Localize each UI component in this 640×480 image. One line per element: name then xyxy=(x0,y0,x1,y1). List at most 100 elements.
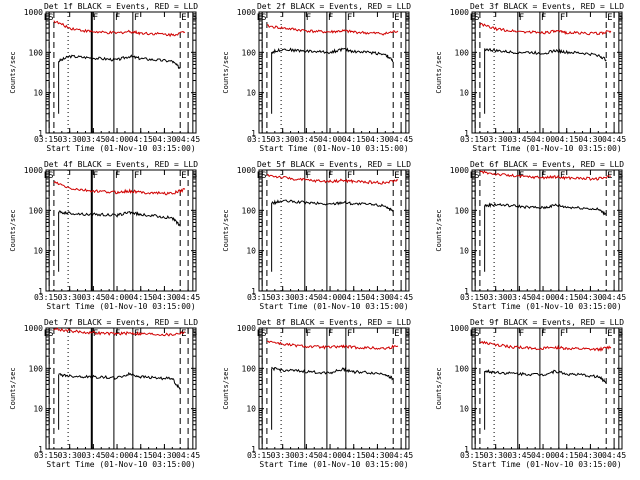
panel-title: Det 6f BLACK = Events, RED = LLD xyxy=(470,160,624,169)
x-tick-label: 04:30 xyxy=(152,293,176,302)
panel-title: Det 9f BLACK = Events, RED = LLD xyxy=(470,318,624,327)
x-tick-label: 03:15 xyxy=(460,135,484,144)
plot-frame xyxy=(471,327,623,450)
x-tick-label: 03:45 xyxy=(507,451,531,460)
plot-frame xyxy=(45,169,197,292)
saa-marker-label: S xyxy=(405,329,410,339)
x-axis-label: Start Time (01-Nov-10 03:15:00) xyxy=(472,302,621,311)
y-tick-label: 1000 xyxy=(450,324,469,333)
saa-marker-label: S xyxy=(48,13,53,23)
y-axis-label: Counts/sec xyxy=(9,209,17,251)
eclipse-marker-label: E xyxy=(607,329,612,339)
x-tick-label: 04:30 xyxy=(152,135,176,144)
flare-marker-label: F xyxy=(560,329,565,339)
flare-marker-label: F xyxy=(347,13,352,23)
x-tick-label: 03:15 xyxy=(247,293,271,302)
y-tick-label: 1 xyxy=(464,129,469,138)
flare-marker-label: F xyxy=(560,13,565,23)
x-tick-label: 04:30 xyxy=(578,293,602,302)
x-tick-label: 04:15 xyxy=(129,451,153,460)
x-tick-label: 04:15 xyxy=(129,293,153,302)
plot-frame xyxy=(258,169,410,292)
y-axis-label: Counts/sec xyxy=(435,209,443,251)
x-tick-label: 03:45 xyxy=(294,293,318,302)
saa-marker-label: S xyxy=(261,13,266,23)
flare-marker-label: F xyxy=(347,329,352,339)
y-axis-label: Counts/sec xyxy=(435,367,443,409)
lld-series-line xyxy=(53,180,186,196)
flare-marker-label: F xyxy=(541,329,546,339)
x-tick-label: 03:15 xyxy=(34,451,58,460)
detector-panel-3: Det 3f BLACK = Events, RED = LLD 1 10 100 10… xyxy=(435,2,626,153)
y-tick-label: 1 xyxy=(464,287,469,296)
y-tick-label: 1000 xyxy=(24,324,43,333)
events-series-line xyxy=(484,48,607,62)
x-tick-label: 04:45 xyxy=(389,451,413,460)
x-axis-label: Start Time (01-Nov-10 03:15:00) xyxy=(46,302,195,311)
x-tick-label: 04:15 xyxy=(555,135,579,144)
panel-title: Det 1f BLACK = Events, RED = LLD xyxy=(44,2,198,11)
x-tick-label: 04:00 xyxy=(105,451,129,460)
y-tick-label: 1 xyxy=(251,287,256,296)
panel-title: Det 4f BLACK = Events, RED = LLD xyxy=(44,160,198,169)
eclipse-marker-label: E xyxy=(607,13,612,23)
y-tick-label: 100 xyxy=(29,48,44,57)
flare-marker-label: F xyxy=(115,13,120,23)
x-tick-label: 04:15 xyxy=(129,135,153,144)
saa-marker-label: S xyxy=(192,171,197,181)
y-tick-label: 1000 xyxy=(24,166,43,175)
y-axis-label: Counts/sec xyxy=(9,367,17,409)
panel-title: Det 7f BLACK = Events, RED = LLD xyxy=(44,318,198,327)
x-tick-label: 04:30 xyxy=(578,451,602,460)
events-series-line xyxy=(271,366,394,381)
x-tick-label: 04:15 xyxy=(342,451,366,460)
x-tick-label: 03:30 xyxy=(484,293,508,302)
eclipse-marker-label: E xyxy=(44,13,49,23)
detector-panel-7: Det 7f BLACK = Events, RED = LLD 1 10 100 10… xyxy=(9,318,200,469)
eclipse-marker-label: E xyxy=(257,329,262,339)
flare-marker-label: F xyxy=(93,171,98,181)
eclipse-marker-label: E xyxy=(394,329,399,339)
eclipse-marker-label: E xyxy=(181,13,186,23)
flare-marker-label: F xyxy=(93,13,98,23)
events-series-line xyxy=(271,47,394,63)
flare-marker-label: F xyxy=(115,329,120,339)
x-tick-label: 04:45 xyxy=(389,135,413,144)
eclipse-marker-label: E xyxy=(470,13,475,23)
plot-frame xyxy=(258,327,410,450)
flare-marker-label: F xyxy=(115,171,120,181)
y-tick-label: 10 xyxy=(459,405,469,414)
eclipse-marker-label: E xyxy=(181,329,186,339)
eclipse-marker-label: E xyxy=(181,171,186,181)
y-tick-label: 1000 xyxy=(450,8,469,17)
detector-panel-2: Det 2f BLACK = Events, RED = LLD 1 10 100 10… xyxy=(222,2,413,153)
panel-title: Det 3f BLACK = Events, RED = LLD xyxy=(470,2,624,11)
x-axis-label: Start Time (01-Nov-10 03:15:00) xyxy=(472,144,621,153)
lld-series-line xyxy=(479,22,612,36)
x-tick-label: 03:45 xyxy=(507,293,531,302)
flare-marker-label: F xyxy=(347,171,352,181)
detector-panel-8: Det 8f BLACK = Events, RED = LLD 1 10 100 10… xyxy=(222,318,413,469)
x-tick-label: 04:30 xyxy=(365,293,389,302)
x-tick-label: 03:45 xyxy=(81,135,105,144)
flare-marker-label: F xyxy=(519,13,524,23)
plot-frame xyxy=(471,169,623,292)
x-axis-label: Start Time (01-Nov-10 03:15:00) xyxy=(259,144,408,153)
saa-marker-label: S xyxy=(474,171,479,181)
x-tick-label: 03:30 xyxy=(271,135,295,144)
x-tick-label: 03:45 xyxy=(507,135,531,144)
x-tick-label: 04:15 xyxy=(342,293,366,302)
saa-marker-label: S xyxy=(192,329,197,339)
y-tick-label: 1 xyxy=(38,287,43,296)
x-axis-label: Start Time (01-Nov-10 03:15:00) xyxy=(259,460,408,469)
saa-marker-label: S xyxy=(192,13,197,23)
events-series-line xyxy=(58,371,181,390)
detector-panel-9: Det 9f BLACK = Events, RED = LLD 1 10 100 10… xyxy=(435,318,626,469)
x-tick-label: 04:15 xyxy=(555,451,579,460)
x-tick-label: 04:45 xyxy=(176,293,200,302)
plot-frame xyxy=(45,327,197,450)
x-tick-label: 04:45 xyxy=(602,451,626,460)
x-tick-label: 03:15 xyxy=(247,451,271,460)
flare-marker-label: F xyxy=(541,171,546,181)
x-tick-label: 04:00 xyxy=(318,451,342,460)
